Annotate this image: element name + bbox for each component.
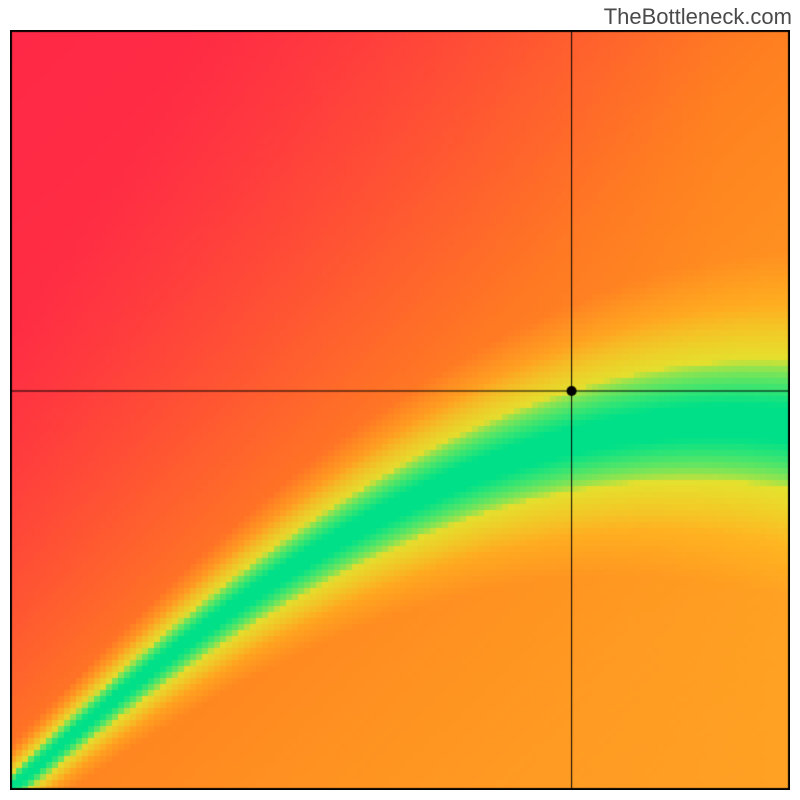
bottleneck-heatmap xyxy=(10,30,790,790)
watermark-text: TheBottleneck.com xyxy=(604,4,792,30)
